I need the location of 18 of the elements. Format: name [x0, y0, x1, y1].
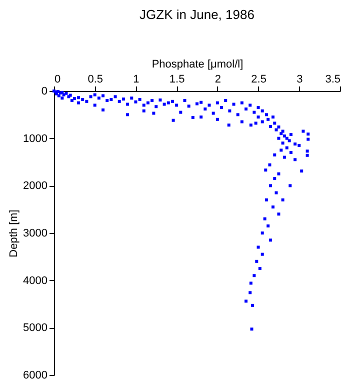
chart-title: JGZK in June, 1986: [140, 7, 254, 22]
x-tick-label: 0: [54, 74, 61, 86]
y-tick-label: 1000: [23, 132, 48, 145]
x-tick-label: 3.5: [325, 74, 340, 86]
y-tick-label: 4000: [23, 274, 48, 287]
y-tick-label: 0: [41, 86, 48, 98]
y-tick-label: 3000: [23, 228, 48, 240]
x-tick-label: 1: [133, 74, 140, 86]
y-tick-label: 6000: [23, 370, 48, 382]
y-tick-label: 2000: [23, 180, 48, 192]
x-tick-label: 0.5: [88, 74, 104, 86]
y-tick-label: 5000: [23, 322, 48, 334]
x-tick-label: 3: [296, 74, 303, 86]
x-axis-title: Phosphate [μmol/l]: [152, 58, 244, 70]
y-axis-title: Depth [m]: [8, 210, 20, 258]
x-tick-label: 2.5: [251, 74, 266, 86]
x-tick-label: 1.5: [169, 74, 185, 86]
x-tick-label: 2: [214, 74, 221, 86]
